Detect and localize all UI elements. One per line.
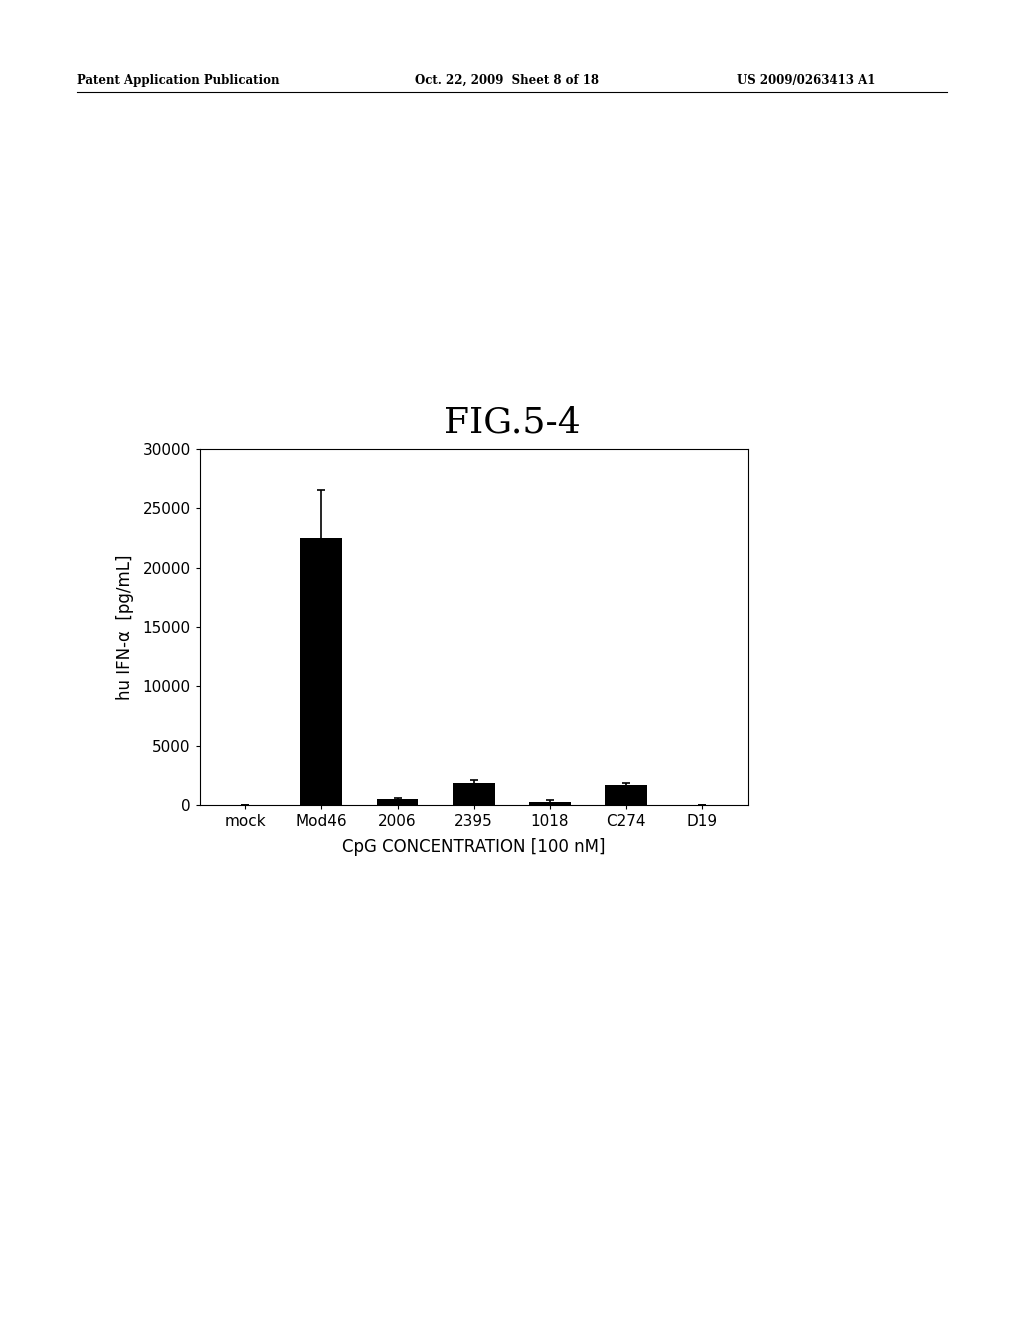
Text: Patent Application Publication: Patent Application Publication (77, 74, 280, 87)
Text: US 2009/0263413 A1: US 2009/0263413 A1 (737, 74, 876, 87)
Bar (377, 799, 419, 805)
X-axis label: CpG CONCENTRATION [100 nM]: CpG CONCENTRATION [100 nM] (342, 838, 605, 855)
Bar (605, 785, 647, 805)
Text: Oct. 22, 2009  Sheet 8 of 18: Oct. 22, 2009 Sheet 8 of 18 (415, 74, 599, 87)
Bar (300, 537, 342, 805)
Bar (453, 783, 495, 805)
Bar (528, 801, 570, 805)
Text: FIG.5-4: FIG.5-4 (443, 405, 581, 440)
Y-axis label: hu IFN-α  [pg/mL]: hu IFN-α [pg/mL] (116, 554, 134, 700)
